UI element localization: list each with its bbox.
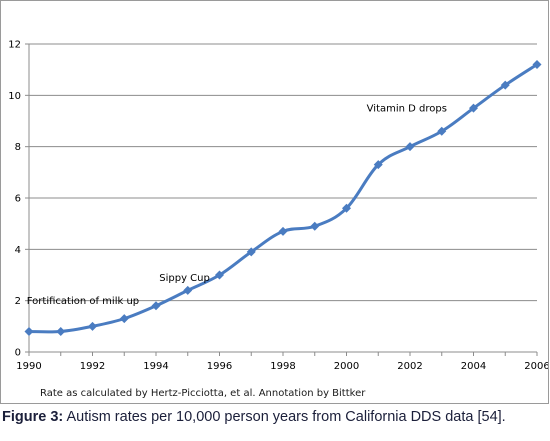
y-axis-tick-label: 2 bbox=[15, 296, 21, 307]
x-axis-tick-label: 1998 bbox=[270, 361, 295, 372]
chart-annotation: Vitamin D drops bbox=[367, 104, 447, 115]
data-point-marker bbox=[56, 326, 66, 336]
figure-caption-label: Figure 3: bbox=[2, 409, 64, 425]
y-axis-tick-label: 0 bbox=[15, 348, 21, 359]
x-axis-tick-label: 2000 bbox=[334, 361, 359, 372]
data-point-marker bbox=[215, 270, 224, 280]
data-point-marker bbox=[469, 103, 478, 113]
x-axis-tick-label: 1990 bbox=[16, 361, 41, 372]
figure-caption: Figure 3: Autism rates per 10,000 person… bbox=[2, 409, 548, 425]
data-point-marker bbox=[246, 247, 256, 257]
chart-frame: 0 2 4 6 8 10 12 1990 1992 1994 1996 1998 2000 2002 200… bbox=[0, 0, 549, 404]
y-axis-tick-label: 12 bbox=[8, 40, 21, 51]
x-axis-tick-label: 2002 bbox=[397, 361, 422, 372]
y-axis-tick-label: 8 bbox=[15, 142, 21, 153]
x-axis-tick-label: 1992 bbox=[80, 361, 105, 372]
chart-annotation: Sippy Cup bbox=[159, 273, 210, 284]
data-point-marker bbox=[278, 226, 288, 236]
chart-source-note: Rate as calculated by Hertz-Picciotta, e… bbox=[40, 388, 366, 399]
data-point-marker bbox=[342, 203, 351, 213]
data-point-marker bbox=[500, 80, 510, 90]
y-axis-tick-label: 10 bbox=[8, 91, 21, 102]
data-point-marker bbox=[24, 326, 34, 336]
x-axis-tick-label: 1994 bbox=[143, 361, 168, 372]
data-point-marker bbox=[373, 160, 383, 170]
x-axis-tick-label: 2004 bbox=[461, 361, 486, 372]
y-axis-tick-label: 4 bbox=[15, 245, 21, 256]
data-point-marker bbox=[437, 126, 447, 136]
data-point-marker bbox=[151, 301, 161, 311]
data-point-marker bbox=[119, 314, 129, 324]
data-point-marker bbox=[405, 142, 415, 152]
x-axis-tick-label: 1996 bbox=[207, 361, 232, 372]
y-axis-tick-label: 6 bbox=[15, 194, 21, 205]
data-point-marker bbox=[310, 221, 320, 231]
data-point-marker bbox=[183, 285, 193, 295]
data-point-marker bbox=[532, 60, 542, 70]
autism-rate-line-chart: 0 2 4 6 8 10 12 1990 1992 1994 1996 1998 2000 2002 200… bbox=[8, 40, 548, 373]
figure-caption-text: Autism rates per 10,000 person years fro… bbox=[63, 409, 506, 425]
data-point-marker bbox=[88, 321, 97, 331]
chart-annotation: Fortification of milk up bbox=[27, 296, 139, 307]
x-axis-tick-label: 2006 bbox=[524, 361, 548, 372]
